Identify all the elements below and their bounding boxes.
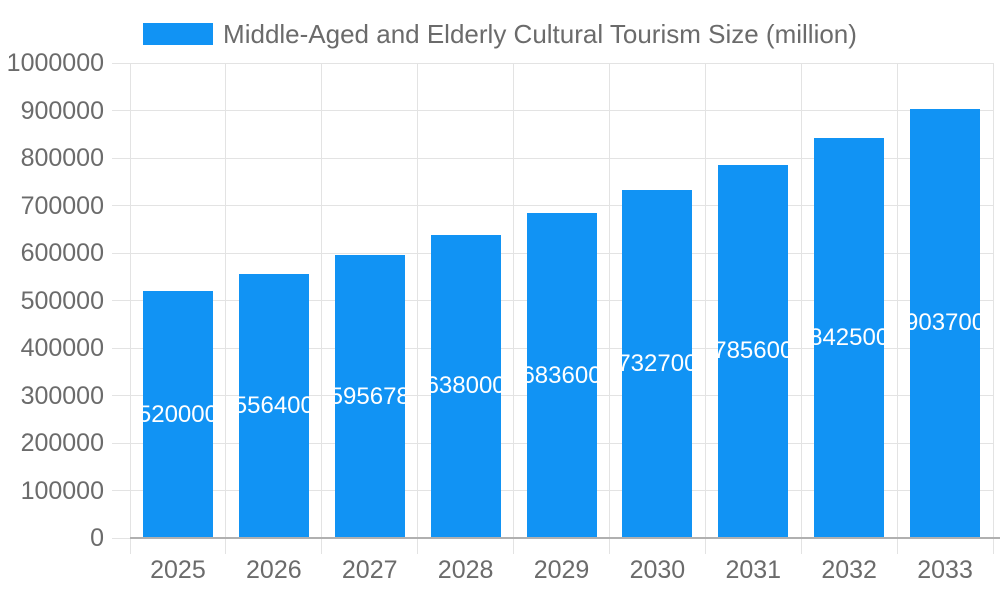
x-axis-tick-label: 2031 bbox=[725, 556, 782, 584]
y-axis-tick bbox=[112, 347, 130, 349]
bar-value-label: 732700 bbox=[622, 349, 693, 377]
bar-value-label: 683600 bbox=[526, 361, 597, 389]
x-axis-line bbox=[130, 537, 1000, 539]
y-axis-tick bbox=[112, 442, 130, 444]
x-axis-tick-label: 2033 bbox=[917, 556, 973, 584]
bar-value-label: 520000 bbox=[142, 400, 213, 428]
bar[interactable]: 556400 bbox=[238, 273, 309, 538]
legend-label: Middle-Aged and Elderly Cultural Tourism… bbox=[223, 18, 857, 49]
bar-value-label: 595678 bbox=[334, 382, 405, 410]
bar[interactable]: 785600 bbox=[718, 164, 789, 538]
y-axis-tick-label: 700000 bbox=[20, 191, 104, 220]
bar[interactable]: 683600 bbox=[526, 213, 597, 538]
gridline-horizontal bbox=[130, 110, 993, 111]
y-axis-tick bbox=[112, 490, 130, 491]
gridline-vertical bbox=[129, 63, 131, 554]
bar-value-label: 785600 bbox=[718, 337, 789, 365]
y-axis-tick-label: 200000 bbox=[20, 429, 104, 457]
bar[interactable]: 520000 bbox=[142, 291, 213, 538]
legend[interactable]: Middle-Aged and Elderly Cultural Tourism… bbox=[0, 18, 1000, 49]
bar-value-label: 638000 bbox=[430, 372, 501, 400]
x-axis-tick-label: 2025 bbox=[150, 556, 206, 584]
y-axis-tick bbox=[112, 62, 130, 64]
bar[interactable]: 732700 bbox=[622, 189, 693, 538]
gridline-vertical bbox=[608, 63, 610, 554]
gridline-horizontal bbox=[130, 205, 993, 206]
y-axis-tick-label: 600000 bbox=[20, 239, 104, 267]
x-axis-tick-label: 2028 bbox=[437, 556, 494, 584]
x-axis-tick-label: 2029 bbox=[533, 556, 590, 584]
y-axis-tick bbox=[112, 205, 130, 206]
gridline-horizontal bbox=[130, 62, 993, 64]
bar-value-label: 556400 bbox=[238, 391, 309, 419]
gridline-vertical bbox=[225, 63, 227, 554]
gridline-horizontal bbox=[130, 157, 993, 159]
x-axis-tick-label: 2027 bbox=[341, 556, 398, 584]
y-axis-tick bbox=[112, 110, 130, 111]
x-axis-tick-label: 2026 bbox=[246, 556, 302, 584]
y-axis-tick-label: 100000 bbox=[20, 476, 104, 505]
gridline-vertical bbox=[513, 63, 515, 554]
bar[interactable]: 638000 bbox=[430, 234, 501, 538]
bar[interactable]: 903700 bbox=[910, 108, 981, 538]
x-axis-tick-label: 2032 bbox=[821, 556, 877, 584]
gridline-vertical bbox=[321, 63, 323, 554]
gridline-vertical bbox=[896, 63, 898, 554]
bar[interactable]: 842500 bbox=[814, 137, 885, 538]
y-axis-tick bbox=[112, 252, 130, 254]
y-axis-tick-label: 300000 bbox=[20, 381, 104, 410]
y-axis-tick bbox=[112, 537, 130, 539]
gridline-vertical bbox=[417, 63, 419, 554]
bar-value-label: 903700 bbox=[910, 309, 981, 337]
y-axis-tick-label: 500000 bbox=[20, 286, 104, 315]
gridline-vertical bbox=[800, 63, 802, 554]
y-axis-tick-label: 1000000 bbox=[6, 49, 104, 77]
bar-value-label: 842500 bbox=[814, 323, 885, 351]
y-axis-tick-label: 400000 bbox=[20, 334, 104, 362]
y-axis-tick bbox=[112, 157, 130, 159]
bar[interactable]: 595678 bbox=[334, 255, 405, 538]
y-axis-tick bbox=[112, 300, 130, 301]
y-axis-tick bbox=[112, 395, 130, 396]
x-axis-tick-label: 2030 bbox=[629, 556, 686, 584]
legend-swatch-icon bbox=[143, 23, 214, 45]
y-axis-tick-label: 800000 bbox=[20, 144, 104, 172]
y-axis-tick-label: 0 bbox=[90, 524, 104, 552]
y-axis-tick-label: 900000 bbox=[20, 96, 104, 125]
gridline-vertical bbox=[992, 63, 994, 554]
gridline-vertical bbox=[704, 63, 706, 554]
